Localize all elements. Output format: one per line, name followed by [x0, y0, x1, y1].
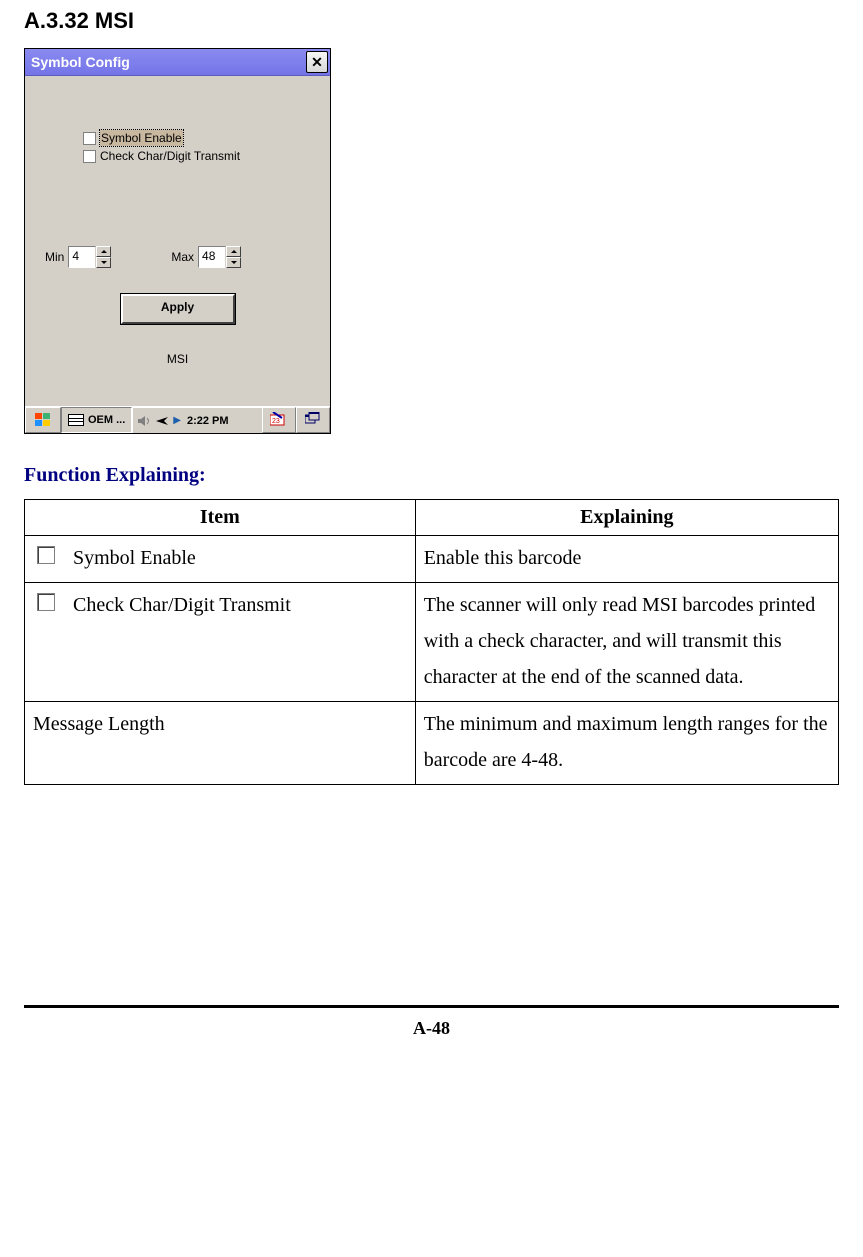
min-up-button[interactable]	[96, 246, 111, 257]
min-max-row: Min 4 Max 48	[45, 246, 320, 268]
taskbar: OEM ... ▶ 2:22 PM 23	[25, 406, 330, 433]
table-explaining-text: The minimum and maximum length ranges fo…	[415, 702, 838, 785]
table-header-explaining: Explaining	[415, 500, 838, 536]
table-header-item: Item	[25, 500, 416, 536]
checkbox-symbol-enable-row[interactable]: Symbol Enable	[83, 130, 320, 146]
cascade-windows-icon	[305, 412, 321, 429]
airplane-icon[interactable]	[155, 414, 169, 428]
system-tray: ▶ 2:22 PM	[132, 407, 262, 433]
windows-flag-icon	[35, 413, 51, 427]
table-row: Check Char/Digit Transmit The scanner wi…	[25, 583, 839, 702]
taskbar-clock: 2:22 PM	[187, 415, 229, 427]
close-icon: ✕	[311, 54, 323, 71]
checkbox-check-char-row[interactable]: Check Char/Digit Transmit	[83, 148, 320, 164]
checkbox-icon	[37, 546, 55, 564]
max-spinner[interactable]: 48	[198, 246, 241, 268]
table-row: Message Length The minimum and maximum l…	[25, 702, 839, 785]
table-item-text: Symbol Enable	[73, 540, 196, 576]
table-explaining-text: Enable this barcode	[415, 536, 838, 583]
min-input[interactable]: 4	[68, 246, 96, 268]
table-explaining-text: The scanner will only read MSI barcodes …	[415, 583, 838, 702]
svg-text:23: 23	[272, 418, 280, 425]
max-input[interactable]: 48	[198, 246, 226, 268]
taskbar-app-label: OEM ...	[88, 414, 125, 426]
chevron-down-icon	[231, 261, 237, 264]
function-table: Item Explaining Symbol Enable Enable thi…	[24, 499, 839, 785]
max-down-button[interactable]	[226, 257, 241, 268]
max-label: Max	[171, 250, 194, 264]
apply-button[interactable]: Apply	[121, 294, 235, 324]
show-desktop-button[interactable]	[296, 407, 330, 433]
page-number: A-48	[24, 1018, 839, 1039]
min-spinner[interactable]: 4	[68, 246, 111, 268]
min-group: Min 4	[45, 246, 111, 268]
tray-signal-icon[interactable]: ▶	[173, 415, 181, 426]
checkbox-icon[interactable]	[83, 132, 96, 145]
table-item-text: Message Length	[25, 702, 416, 785]
app-icon	[68, 414, 84, 426]
speaker-icon[interactable]	[137, 414, 151, 428]
start-button[interactable]	[25, 407, 61, 433]
table-row: Symbol Enable Enable this barcode	[25, 536, 839, 583]
close-button[interactable]: ✕	[306, 51, 328, 73]
checkbox-icon	[37, 593, 55, 611]
keyboard-icon: 23	[270, 412, 288, 429]
taskbar-app-button[interactable]: OEM ...	[61, 407, 132, 433]
function-explaining-heading: Function Explaining:	[24, 464, 839, 487]
footer-rule	[24, 1005, 839, 1008]
section-heading: A.3.32 MSI	[24, 8, 839, 34]
window-titlebar: Symbol Config ✕	[25, 49, 330, 76]
chevron-up-icon	[101, 250, 107, 253]
chevron-down-icon	[101, 261, 107, 264]
window-subtitle: MSI	[35, 352, 320, 366]
table-header-row: Item Explaining	[25, 500, 839, 536]
window-client-area: Symbol Enable Check Char/Digit Transmit …	[25, 76, 330, 406]
keyboard-button[interactable]: 23	[262, 407, 296, 433]
chevron-up-icon	[231, 250, 237, 253]
window-title: Symbol Config	[31, 54, 130, 70]
screenshot-window: Symbol Config ✕ Symbol Enable Check Char…	[24, 48, 331, 434]
max-up-button[interactable]	[226, 246, 241, 257]
checkbox-label: Symbol Enable	[100, 130, 183, 146]
min-down-button[interactable]	[96, 257, 111, 268]
checkbox-label: Check Char/Digit Transmit	[100, 148, 240, 164]
checkbox-icon[interactable]	[83, 150, 96, 163]
max-group: Max 48	[171, 246, 241, 268]
table-item-text: Check Char/Digit Transmit	[73, 587, 291, 623]
min-label: Min	[45, 250, 64, 264]
